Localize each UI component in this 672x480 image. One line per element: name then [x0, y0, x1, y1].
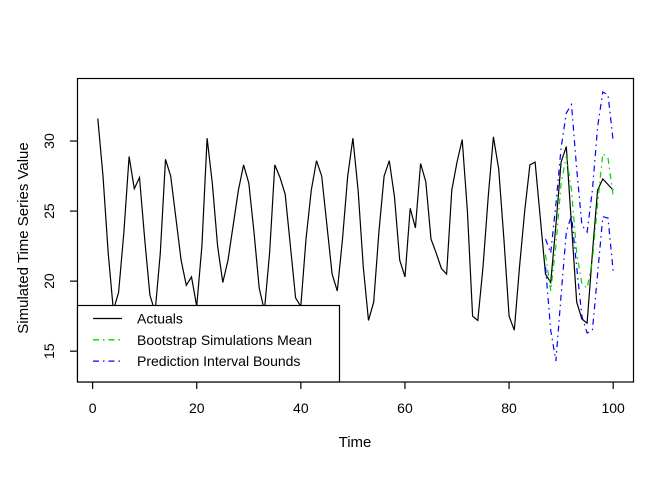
- legend-entry-label: Bootstrap Simulations Mean: [137, 332, 312, 348]
- x-axis-tick-label: 20: [189, 400, 205, 416]
- legend: Actuals Bootstrap Simulations Mean Predict…: [76, 304, 341, 383]
- plot-border: [76, 77, 635, 383]
- legend-entry-label: Prediction Interval Bounds: [137, 353, 300, 369]
- axes: 0 20 40 60 80 100 15 20 25 30: [41, 133, 625, 416]
- series-line-bootstrap-simulations-mean: [544, 152, 614, 291]
- x-axis-tick-label: 60: [397, 400, 413, 416]
- series-line-prediction-interval-lower-bound: [544, 215, 614, 362]
- x-axis-tick-label: 80: [501, 400, 517, 416]
- series-line-actuals: [97, 118, 614, 331]
- y-axis-title: Simulated Time Series Value: [15, 142, 32, 333]
- x-axis-tick-label: 100: [601, 400, 625, 416]
- y-axis-tick-label: 30: [41, 133, 57, 149]
- legend-entry-label: Actuals: [137, 311, 183, 327]
- x-axis-title: Time: [339, 434, 372, 451]
- y-axis-tick-label: 20: [41, 273, 57, 289]
- x-axis-tick-label: 40: [293, 400, 309, 416]
- series-lines: [97, 91, 614, 362]
- y-axis-tick-label: 25: [41, 203, 57, 219]
- series-line-prediction-interval-upper-bound: [544, 91, 614, 254]
- x-axis-tick-label: 0: [89, 400, 97, 416]
- y-axis-tick-label: 15: [41, 343, 57, 359]
